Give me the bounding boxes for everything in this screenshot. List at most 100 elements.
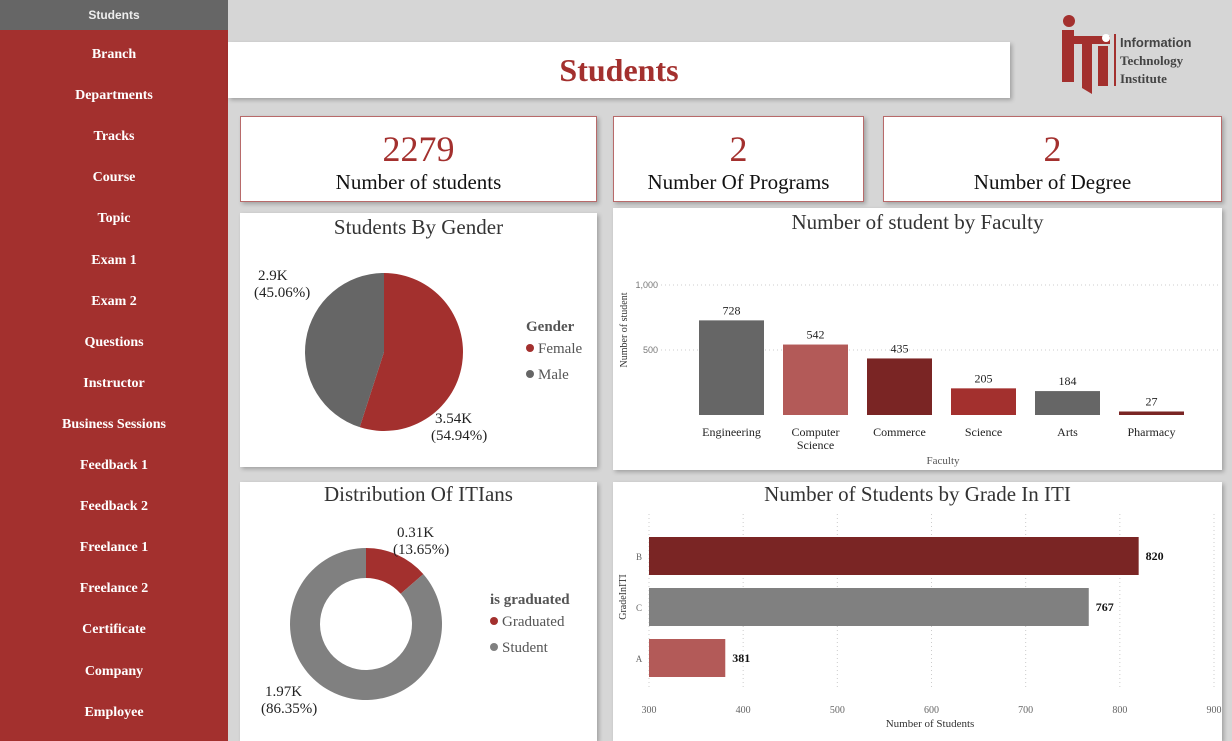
x-tick-label: 700: [1018, 705, 1033, 716]
sidebar-item-employee[interactable]: Employee: [84, 704, 144, 720]
sidebar-item-tracks[interactable]: Tracks: [93, 129, 135, 145]
x-tick-label: 800: [1112, 705, 1127, 716]
sidebar-item-certificate[interactable]: Certificate: [82, 622, 146, 638]
kpi-value: 2: [1043, 129, 1062, 169]
pie-slice-male: [305, 273, 384, 428]
x-axis-title: Faculty: [927, 455, 960, 467]
y-tick-label: B: [636, 552, 642, 562]
x-tick-label: Pharmacy: [1128, 425, 1176, 439]
y-tick-label: 1,000: [635, 280, 658, 290]
kpi-number-of-students: 2279 Number of students: [240, 116, 597, 202]
x-tick-label: 300: [642, 705, 657, 716]
legend-marker: [490, 643, 498, 651]
data-label: 205: [975, 371, 993, 385]
chart-title: Students By Gender: [333, 215, 504, 239]
data-label: 767: [1096, 600, 1114, 614]
legend-item-female: Female: [538, 341, 582, 357]
legend-item-male: Male: [538, 367, 569, 383]
legend-marker: [490, 617, 498, 625]
sidebar-item-instructor[interactable]: Instructor: [83, 375, 145, 391]
sidebar: Students Branch Departments Tracks Course To…: [0, 0, 228, 741]
chart-title: Number of Students by Grade In ITI: [764, 482, 1071, 506]
data-label-pct: (86.35%): [261, 701, 317, 717]
data-label: 3.54K: [435, 411, 472, 427]
sidebar-item-branch[interactable]: Branch: [91, 47, 137, 62]
y-axis-title: GradeInITI: [618, 574, 629, 620]
data-label: 381: [732, 651, 750, 665]
bar-arts: [1035, 391, 1100, 415]
sidebar-item-topic[interactable]: Topic: [97, 211, 131, 227]
chart-title: Number of student by Faculty: [791, 210, 1044, 234]
x-tick-label: Arts: [1057, 425, 1078, 439]
gender-chart-card: Students By Gender 3.54K (54.94%) 2.9K (45.…: [240, 213, 597, 467]
bar-grade-b: [649, 537, 1139, 575]
bar-science: [951, 388, 1016, 415]
bar-grade-c: [649, 588, 1089, 626]
sidebar-item-company[interactable]: Company: [84, 663, 144, 679]
sidebar-item-freelance-1[interactable]: Freelance 1: [79, 540, 149, 556]
y-axis-title: Number of student: [619, 292, 630, 367]
bar-grade-a: [649, 639, 726, 677]
itians-chart-card: Distribution Of ITIans 0.31K (13.65%) 1.97…: [240, 482, 597, 741]
itians-donut-chart[interactable]: 0.31K(13.65%) 1.97K(86.35%) is graduated Gr…: [240, 482, 597, 741]
bar-commerce: [867, 358, 932, 415]
legend-title: is graduated: [490, 592, 570, 608]
y-tick-label: A: [636, 654, 643, 664]
faculty-chart-card: Number of student by Faculty 500 1,000 728…: [613, 208, 1222, 470]
y-tick-label: C: [636, 603, 642, 613]
sidebar-item-freelance-2[interactable]: Freelance 2: [79, 581, 149, 597]
x-tick-label: Science: [797, 438, 834, 452]
data-label: 728: [723, 303, 741, 317]
sidebar-item-feedback-1[interactable]: Feedback 1: [79, 458, 149, 473]
data-label: 1.97K: [265, 684, 302, 700]
sidebar-item-departments[interactable]: Departments: [75, 88, 153, 104]
grade-chart-card: Number of Students by Grade In ITI 300 40…: [613, 482, 1222, 741]
gender-pie-chart[interactable]: 3.54K(54.94%) 2.9K(45.06%) Gender Female Mal…: [240, 213, 597, 467]
x-tick-label: Engineering: [702, 425, 761, 439]
svg-text:Information: Information: [1120, 35, 1192, 50]
data-label: 2.9K: [258, 268, 288, 284]
sidebar-item-business-sessions[interactable]: Business Sessions: [62, 416, 166, 432]
kpi-label: Number of students: [335, 170, 502, 194]
data-label: 184: [1059, 374, 1077, 388]
svg-text:Institute: Institute: [1120, 71, 1167, 86]
data-label: 435: [891, 341, 909, 355]
kpi-value: 2: [729, 129, 748, 169]
x-tick-label: Computer: [792, 425, 840, 439]
sidebar-item-exam-2[interactable]: Exam 2: [91, 293, 137, 309]
legend-item-graduated: Graduated: [502, 614, 565, 630]
chart-title: Distribution Of ITIans: [324, 482, 513, 506]
page-title: Students: [228, 42, 1010, 98]
x-tick-label: 600: [924, 705, 939, 716]
x-tick-label: 900: [1207, 705, 1222, 716]
svg-text:Technology: Technology: [1120, 53, 1184, 68]
x-tick-label: 400: [736, 705, 751, 716]
sidebar-item-questions[interactable]: Questions: [84, 334, 144, 350]
y-tick-label: 500: [643, 345, 658, 355]
legend-title: Gender: [526, 319, 575, 335]
legend-item-student: Student: [502, 640, 549, 656]
kpi-label: Number Of Programs: [647, 170, 830, 194]
kpi-value: 2279: [382, 129, 455, 169]
sidebar-item-students[interactable]: Students: [0, 0, 228, 30]
pie-slice-female: [359, 273, 463, 431]
x-tick-label: Commerce: [873, 425, 926, 439]
bar-computer-science: [783, 344, 848, 415]
sidebar-item-exam-1[interactable]: Exam 1: [91, 252, 137, 268]
sidebar-item-feedback-2[interactable]: Feedback 2: [79, 499, 149, 515]
bar-engineering: [699, 320, 764, 415]
data-label: 0.31K: [397, 525, 434, 541]
data-label-pct: (13.65%): [393, 542, 449, 558]
legend-marker: [526, 370, 534, 378]
grade-bar-chart[interactable]: 300 400 500 600 700 800 900820B767C381ANumber …: [613, 482, 1222, 741]
data-label-pct: (54.94%): [431, 428, 487, 444]
data-label-pct: (45.06%): [254, 285, 310, 301]
x-tick-label: Science: [965, 425, 1002, 439]
data-label: 542: [807, 328, 825, 342]
pie-slice-student: [290, 548, 442, 700]
iti-logo: Information Technology Institute: [1062, 15, 1192, 94]
sidebar-item-course[interactable]: Course: [92, 170, 136, 186]
x-axis-title: Number of Students: [886, 718, 975, 730]
faculty-bar-chart[interactable]: 5001,000728Engineering542ComputerScience…: [613, 208, 1222, 470]
legend-marker: [526, 344, 534, 352]
